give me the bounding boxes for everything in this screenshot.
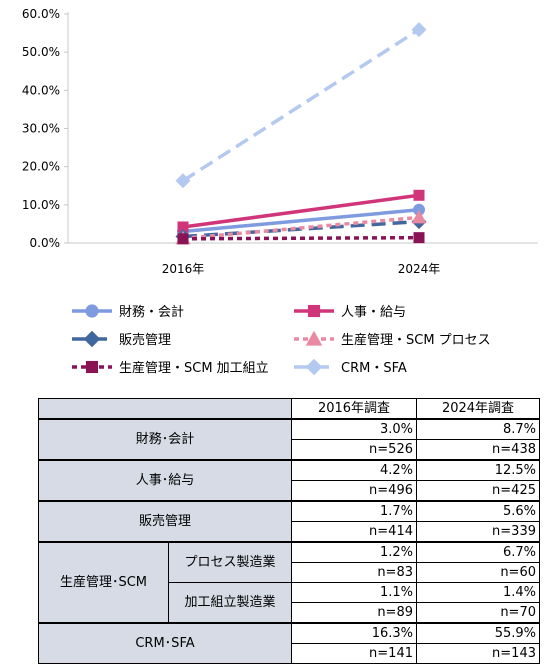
table-header-2024: 2024年調査 <box>416 398 540 420</box>
table-cell-pct: 1.1% <box>291 582 417 603</box>
series-line <box>182 235 420 241</box>
table-row: 生産管理･SCM プロセス製造業 1.2% 6.7% <box>38 541 540 624</box>
table-corner-cell <box>38 398 292 420</box>
legend-item: 人事・給与 <box>294 304 406 320</box>
table-cell-n: n=89 <box>291 602 417 624</box>
y-tick-label: 50.0% <box>22 45 60 59</box>
table-cell-n: n=60 <box>416 562 540 583</box>
series-group <box>177 232 425 245</box>
table-cell-n: n=141 <box>291 643 417 664</box>
chart-axes: 0.0% 10.0% 20.0% 30.0% 40.0% 50.0% 60.0% 2016年 2… <box>22 7 538 276</box>
table-row: n=83 n=60 <box>39 562 540 583</box>
legend-item: 生産管理・SCM 加工組立 <box>72 360 269 376</box>
table-row: n=496 n=425 <box>39 480 540 502</box>
table-row: n=414 n=339 <box>39 521 540 543</box>
chart-series <box>175 22 427 245</box>
table-cell-n: n=414 <box>291 521 417 543</box>
table-cell-pct: 55.9% <box>416 622 540 644</box>
line-chart: 0.0% 10.0% 20.0% 30.0% 40.0% 50.0% 60.0% 2016年 2… <box>22 7 538 376</box>
series-group <box>177 203 425 238</box>
table-header-2016: 2016年調査 <box>291 398 417 420</box>
legend-marker <box>307 304 321 318</box>
legend-label: 販売管理 <box>119 332 171 348</box>
series-group <box>175 22 427 189</box>
table-cell-n: n=526 <box>291 439 417 461</box>
table-header-row: 2016年調査 2024年調査 <box>38 398 540 420</box>
table-row: 販売管理 1.7% 5.6% <box>38 500 540 543</box>
legend-marker <box>305 330 323 346</box>
table-sub-label: プロセス製造業 <box>168 541 292 583</box>
data-point <box>413 189 425 201</box>
legend-marker <box>305 358 323 376</box>
table-cell-pct: 12.5% <box>416 459 540 481</box>
table-cell-n: n=496 <box>291 480 417 502</box>
y-tick-label: 0.0% <box>30 236 61 250</box>
table-cell-n: n=143 <box>416 643 540 664</box>
table-cell-pct: 8.7% <box>416 418 540 440</box>
legend-marker <box>85 360 99 374</box>
table-group-label: 生産管理･SCM <box>38 541 169 624</box>
table-row-label: CRM･SFA <box>38 622 292 664</box>
table-row: n=89 n=70 <box>39 602 540 624</box>
table-sub-label: 加工組立製造業 <box>168 582 292 624</box>
table-row-label: 販売管理 <box>38 500 292 543</box>
table-cell-n: n=83 <box>291 562 417 583</box>
legend-item: 販売管理 <box>72 330 171 348</box>
table-row: 財務･会計 3.0% 8.7% <box>38 418 540 461</box>
legend-label: 生産管理・SCM 加工組立 <box>119 360 269 376</box>
table-cell-pct: 16.3% <box>291 622 417 644</box>
table-cell-n: n=438 <box>416 439 540 461</box>
legend-item: 生産管理・SCM プロセス <box>294 330 491 348</box>
table-cell-pct: 3.0% <box>291 418 417 440</box>
series-line <box>182 208 420 234</box>
data-point <box>177 233 189 245</box>
table-row-label: 人事･給与 <box>38 459 292 502</box>
x-tick-label: 2016年 <box>162 262 205 276</box>
legend-item: 財務・会計 <box>72 304 184 320</box>
legend-label: 財務・会計 <box>119 304 184 320</box>
data-table: 2016年調査 2024年調査 財務･会計 3.0% 8.7% n=526 n=… <box>38 398 540 664</box>
table-row: 加工組立製造業 1.1% 1.4% <box>39 582 540 624</box>
y-tick-label: 30.0% <box>22 122 60 136</box>
series-line <box>182 193 420 229</box>
data-point <box>413 203 425 216</box>
table-cell-n: n=339 <box>416 521 540 543</box>
table-cell-pct: 4.2% <box>291 459 417 481</box>
y-tick-label: 20.0% <box>22 160 60 174</box>
legend-marker <box>85 304 99 318</box>
table-cell-pct: 1.7% <box>291 500 417 522</box>
legend-item: CRM・SFA <box>294 358 407 376</box>
series-group <box>177 189 425 233</box>
x-tick-label: 2024年 <box>398 262 441 276</box>
table-row-label: 財務･会計 <box>38 418 292 461</box>
y-tick-label: 60.0% <box>22 7 60 21</box>
y-tick-label: 10.0% <box>22 198 60 212</box>
legend-label: 生産管理・SCM プロセス <box>341 332 491 348</box>
table-row: n=141 n=143 <box>39 643 540 664</box>
data-point <box>413 232 425 244</box>
table-cell-pct: 1.2% <box>291 541 417 563</box>
table-row: CRM･SFA 16.3% 55.9% <box>38 622 540 664</box>
table-row: 人事･給与 4.2% 12.5% <box>38 459 540 502</box>
legend-label: 人事・給与 <box>341 305 406 320</box>
series-line <box>182 28 420 183</box>
table-cell-n: n=70 <box>416 602 540 624</box>
y-tick-label: 40.0% <box>22 83 60 97</box>
table-cell-pct: 1.4% <box>416 582 540 603</box>
table-row: n=526 n=438 <box>39 439 540 461</box>
legend-marker <box>83 330 101 348</box>
series-line <box>182 215 420 241</box>
data-point <box>175 173 191 189</box>
data-point <box>411 22 427 38</box>
data-point <box>177 221 189 233</box>
legend-label: CRM・SFA <box>341 361 407 376</box>
table-cell-pct: 6.7% <box>416 541 540 563</box>
table-cell-pct: 5.6% <box>416 500 540 522</box>
data-point <box>411 209 427 224</box>
table-cell-n: n=425 <box>416 480 540 502</box>
